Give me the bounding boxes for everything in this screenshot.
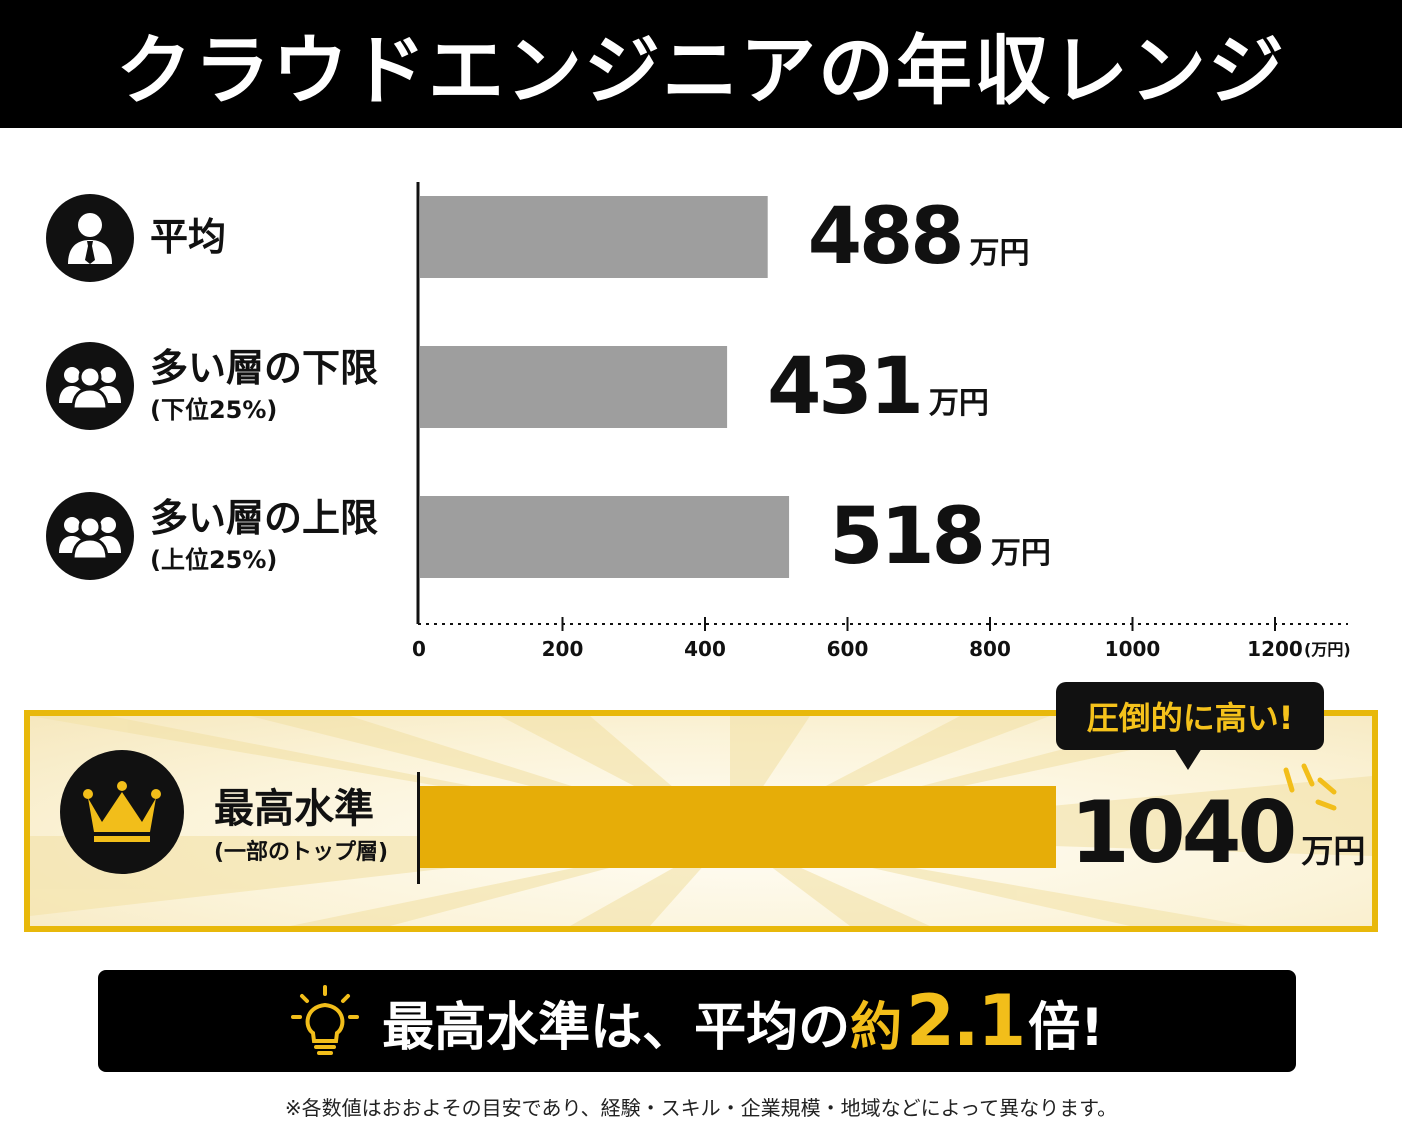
x-tick-label: 0: [412, 637, 426, 661]
value-number: 488: [807, 192, 965, 282]
x-tick-label: 200: [542, 637, 584, 661]
callout-bubble: 圧倒的に高い!: [1056, 682, 1324, 750]
summary-prefix: 最高水準は、平均の: [382, 998, 851, 1058]
x-axis-unit: (万円): [1304, 640, 1351, 659]
value-label: 431 万円: [767, 348, 989, 426]
callout-text: 圧倒的に高い!: [1086, 699, 1294, 737]
value-unit: 万円: [928, 386, 989, 421]
header-bar: クラウドエンジニアの年収レンジ: [0, 0, 1402, 128]
row-label-text: 多い層の下限: [150, 345, 379, 390]
summary-suffix: 倍!: [1028, 998, 1104, 1058]
lightbulb-icon: [290, 985, 360, 1057]
callout-tail: [1174, 748, 1202, 770]
value-label: 488 万円: [808, 198, 1030, 276]
value-unit: 万円: [969, 236, 1030, 271]
row-label-text: 多い層の上限: [150, 495, 379, 540]
crown-icon: [60, 750, 184, 874]
group-icon: [46, 342, 134, 430]
top-bar-axis: [417, 772, 420, 884]
top-level-label: 最高水準 (一部のトップ層): [214, 786, 388, 866]
value-number: 431: [767, 342, 924, 432]
top-label-sub: (一部のトップ層): [214, 840, 389, 865]
summary-banner: 最高水準は、平均の 約 2.1 倍!: [98, 970, 1296, 1072]
value-number: 1040: [1070, 783, 1297, 883]
person-icon: [46, 194, 134, 282]
row-label-lower: 多い層の下限 (下位25%): [46, 342, 378, 430]
value-label: 518 万円: [829, 498, 1051, 576]
value-number: 518: [829, 492, 986, 582]
summary-multiplier: 2.1: [906, 980, 1026, 1062]
value-unit: 万円: [1301, 832, 1366, 870]
top-value-label: 1040 万円: [1070, 790, 1365, 876]
row-label-upper: 多い層の上限 (上位25%): [46, 492, 378, 580]
summary-text: 最高水準は、平均の 約 2.1 倍!: [382, 980, 1104, 1062]
bar: [420, 346, 728, 428]
value-unit: 万円: [990, 536, 1051, 571]
x-tick-label: 800: [969, 637, 1011, 661]
top-label-text: 最高水準: [214, 786, 374, 832]
sparkle-icon: [1283, 763, 1337, 811]
bar-chart: 0 200 400 600 800 1000 1200 (万円): [412, 182, 1351, 661]
row-label-text: 平均: [150, 215, 227, 260]
top-level-bar: [420, 786, 1056, 868]
group-icon: [46, 492, 134, 580]
row-label-sub: (上位25%): [150, 546, 278, 575]
summary-about: 約: [850, 998, 903, 1058]
bar: [420, 196, 768, 278]
x-tick-label: 1200: [1247, 637, 1303, 661]
footnote: ※各数値はおおよその目安であり、経験・スキル・企業規模・地域などによって異なりま…: [284, 1096, 1118, 1120]
bar: [420, 496, 790, 578]
x-tick-label: 400: [684, 637, 726, 661]
row-label-sub: (下位25%): [150, 396, 278, 425]
x-tick-label: 1000: [1105, 637, 1161, 661]
row-label-average: 平均: [46, 194, 226, 282]
x-tick-label: 600: [827, 637, 869, 661]
page-title: クラウドエンジニアの年収レンジ: [116, 26, 1286, 115]
